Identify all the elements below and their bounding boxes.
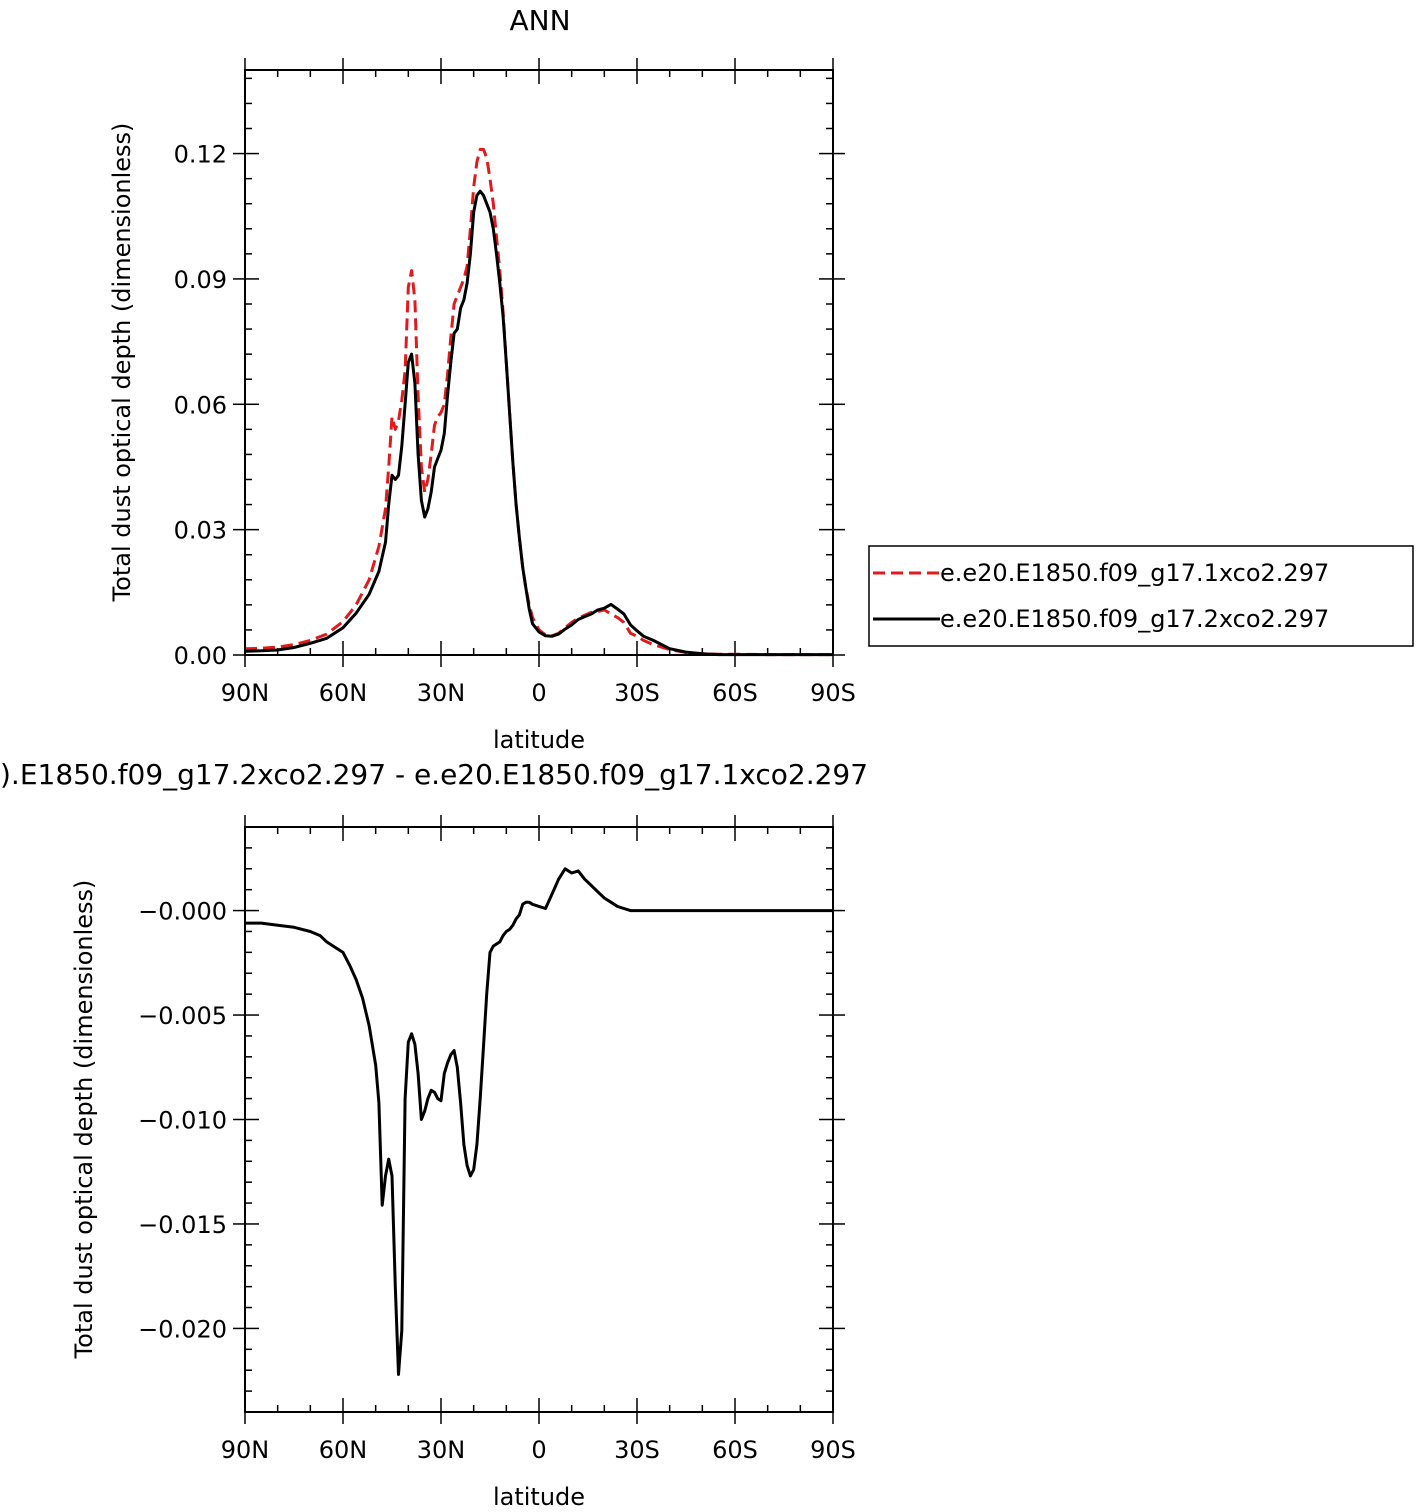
top-y-tick-label: 0.03 <box>174 517 227 545</box>
legend-label-1xco2: e.e20.E1850.f09_g17.1xco2.297 <box>940 559 1329 587</box>
bottom-series <box>245 867 833 1376</box>
bottom-ticks <box>233 815 845 1424</box>
bottom-y-tick-label: −0.000 <box>138 898 227 926</box>
bottom-x-tick-label: 30N <box>417 1436 466 1464</box>
bottom-x-axis-label: latitude <box>493 1483 585 1511</box>
top-x-tick-label: 0 <box>531 679 546 707</box>
bottom-x-tick-label: 30S <box>614 1436 660 1464</box>
bottom-x-tick-labels: 90N 60N 30N 0 30S 60S 90S <box>221 1436 856 1464</box>
bottom-x-tick-label: 0 <box>531 1436 546 1464</box>
top-x-tick-label: 90S <box>810 679 856 707</box>
bottom-y-tick-label: −0.020 <box>138 1315 227 1343</box>
bottom-y-axis-label: Total dust optical depth (dimensionless) <box>70 880 98 1360</box>
top-series-line-1 <box>244 189 833 657</box>
legend-frame <box>868 545 1414 647</box>
bottom-y-tick-label: −0.010 <box>138 1107 227 1135</box>
bottom-x-tick-label: 90N <box>221 1436 270 1464</box>
top-x-tick-label: 30S <box>614 679 660 707</box>
top-y-tick-label: 0.12 <box>174 141 227 169</box>
top-y-tick-label: 0.06 <box>174 391 227 419</box>
bottom-x-tick-label: 90S <box>810 1436 856 1464</box>
top-y-axis-label: Total dust optical depth (dimensionless) <box>108 123 136 603</box>
legend: e.e20.E1850.f09_g17.1xco2.297 e.e20.E185… <box>868 545 1414 647</box>
bottom-panel: ).E1850.f09_g17.2xco2.297 - e.e20.E1850.… <box>0 758 868 1511</box>
bottom-series-line-0 <box>245 867 833 1376</box>
top-y-tick-labels: 0.00 0.03 0.06 0.09 0.12 <box>174 141 227 670</box>
top-series <box>244 147 833 657</box>
bottom-plot-title: ).E1850.f09_g17.2xco2.297 - e.e20.E1850.… <box>0 758 868 791</box>
top-series-line-0 <box>244 147 833 657</box>
top-y-tick-label: 0.09 <box>174 266 227 294</box>
top-x-tick-label: 60N <box>319 679 368 707</box>
top-x-axis-label: latitude <box>493 726 585 754</box>
top-x-tick-label: 30N <box>417 679 466 707</box>
bottom-y-tick-labels: −0.000 −0.005 −0.010 −0.015 −0.020 <box>138 898 227 1344</box>
bottom-x-tick-label: 60S <box>712 1436 758 1464</box>
top-plot-frame <box>244 69 834 656</box>
bottom-y-tick-label: −0.005 <box>138 1002 227 1030</box>
top-plot-title: ANN <box>509 4 570 37</box>
bottom-plot-frame <box>244 826 834 1413</box>
top-y-tick-label: 0.00 <box>174 642 227 670</box>
top-panel: ANN 90N 60N 30N 0 30S 60S 90S 0.00 0.03 0.06 0.09… <box>108 4 1414 754</box>
legend-label-2xco2: e.e20.E1850.f09_g17.2xco2.297 <box>940 605 1329 633</box>
top-x-tick-label: 90N <box>221 679 270 707</box>
top-x-tick-labels: 90N 60N 30N 0 30S 60S 90S <box>221 679 856 707</box>
bottom-x-tick-label: 60N <box>319 1436 368 1464</box>
top-ticks <box>233 58 845 667</box>
bottom-y-tick-label: −0.015 <box>138 1211 227 1239</box>
top-x-tick-label: 60S <box>712 679 758 707</box>
